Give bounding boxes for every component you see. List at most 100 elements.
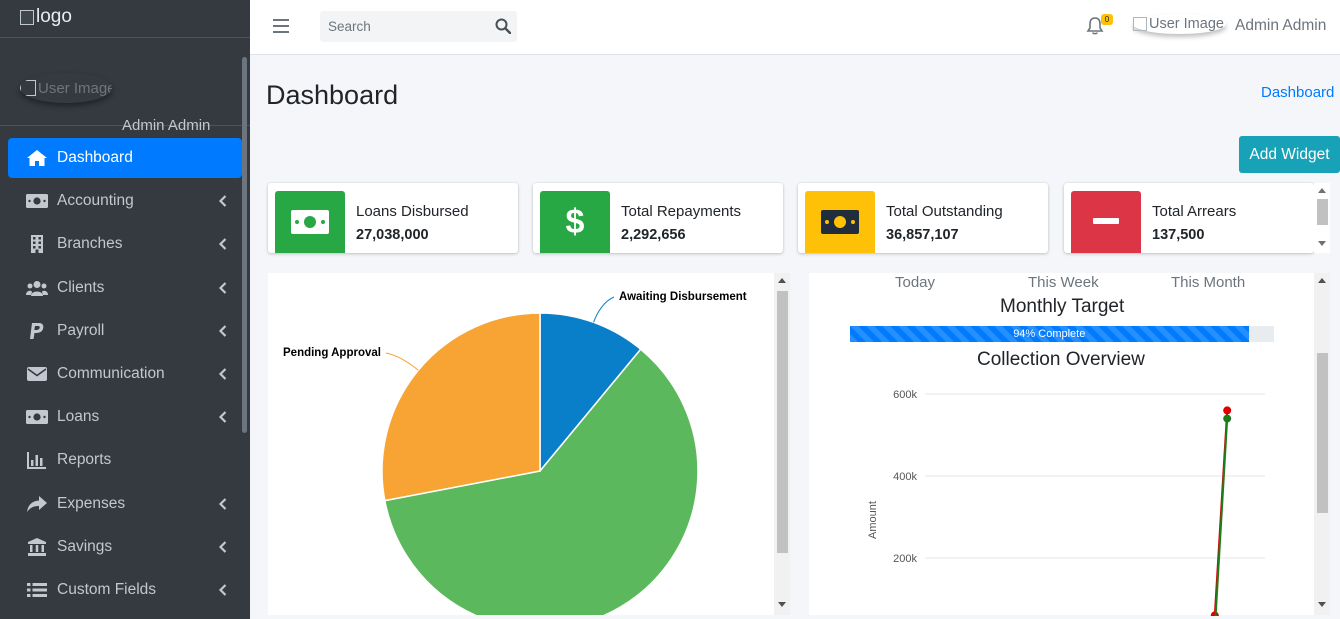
sidebar-item-accounting[interactable]: Accounting: [8, 181, 242, 221]
pie-label-awaiting-disbursement: Awaiting Disbursement: [619, 291, 747, 303]
sidebar: logo User Image Admin Admin Dashboard Acc…: [0, 0, 250, 619]
chevron-left-icon: [218, 237, 228, 251]
sidebar-item-branches[interactable]: Branches: [8, 224, 242, 264]
collection-overview-line-chart: 600k 400k 200k Amount: [867, 390, 1265, 616]
chevron-left-icon: [218, 367, 228, 381]
pie-panel-scrollbar[interactable]: [774, 273, 790, 615]
pie-connector-awaiting: [593, 296, 615, 323]
tab-today[interactable]: Today: [895, 274, 936, 291]
header-user-image[interactable]: User Image: [1133, 14, 1226, 34]
header-user-name[interactable]: Admin Admin: [1235, 17, 1327, 34]
logo-alt-text: logo: [36, 6, 72, 27]
sidebar-item-payroll[interactable]: Payroll: [8, 311, 242, 351]
line-series-1: [1214, 418, 1229, 616]
broken-image-icon: [1133, 17, 1147, 31]
sidebar-item-dashboard[interactable]: Dashboard: [8, 138, 242, 178]
sidebar-nav: Dashboard Accounting Branches Clients Payrol…: [8, 138, 242, 613]
collection-panel-scrollbar[interactable]: [1314, 273, 1330, 615]
stat-card-total-arrears: Total Arrears 137,500: [1064, 183, 1314, 253]
logo[interactable]: logo: [20, 6, 72, 28]
line-series-0: [1212, 410, 1229, 616]
sidebar-item-label: Clients: [57, 278, 105, 296]
broken-image-icon: [20, 80, 36, 96]
sidebar-item-savings[interactable]: Savings: [8, 527, 242, 567]
sidebar-item-label: Loans: [57, 408, 100, 426]
money-bill-icon: [26, 192, 48, 210]
chevron-left-icon: [218, 583, 228, 597]
sidebar-item-reports[interactable]: Reports: [8, 440, 242, 480]
stat-label: Total Outstanding: [886, 203, 1003, 220]
sidebar-item-custom-fields[interactable]: Custom Fields: [8, 570, 242, 610]
money-bill-icon: [26, 408, 48, 426]
minus-icon: [1071, 191, 1141, 253]
line-point[interactable]: [1223, 406, 1232, 415]
sidebar-item-label: Accounting: [57, 192, 134, 210]
share-icon: [26, 495, 48, 513]
period-tabs: Today This Week This Month: [809, 274, 1314, 294]
top-navbar: 0 User Image Admin Admin: [250, 0, 1340, 55]
user-panel: User Image Admin Admin: [0, 38, 250, 134]
chevron-left-icon: [218, 281, 228, 295]
pie-label-pending-approval: Pending Approval: [283, 347, 381, 359]
collection-overview-title: Collection Overview: [977, 349, 1145, 370]
tab-this-week[interactable]: This Week: [1028, 274, 1099, 291]
line-point[interactable]: [1223, 414, 1232, 423]
paypal-icon: [26, 322, 48, 340]
stat-card-total-repayments: $ Total Repayments 2,292,656: [533, 183, 783, 253]
y-tick-label: 600k: [893, 390, 917, 401]
sidebar-scrollbar[interactable]: [242, 57, 247, 433]
list-icon: [26, 581, 48, 599]
stat-label: Total Arrears: [1152, 203, 1237, 220]
stat-value: 2,292,656: [621, 227, 686, 243]
money-bill-icon: [805, 191, 875, 253]
hamburger-menu-icon[interactable]: [273, 19, 289, 33]
sidebar-item-communication[interactable]: Communication: [8, 354, 242, 394]
y-axis-label: Amount: [867, 501, 879, 539]
y-tick-label: 400k: [893, 471, 917, 483]
breadcrumb[interactable]: Dashboard: [1261, 84, 1335, 101]
stat-card-total-outstanding: Total Outstanding 36,857,107: [798, 183, 1048, 253]
chevron-left-icon: [218, 194, 228, 208]
search-input[interactable]: [320, 11, 490, 42]
pie-slice-0[interactable]: [539, 312, 642, 474]
money-bill-icon: [275, 191, 345, 253]
envelope-icon: [26, 365, 48, 383]
bell-icon[interactable]: [1086, 16, 1104, 36]
monthly-target-title: Monthly Target: [1000, 296, 1125, 317]
broken-image-icon: [20, 9, 34, 25]
stat-value: 137,500: [1152, 227, 1205, 243]
sidebar-item-clients[interactable]: Clients: [8, 268, 242, 308]
avatar-alt-text: User Image: [38, 79, 112, 97]
sidebar-item-label: Dashboard: [57, 149, 133, 166]
sidebar-item-label: Savings: [57, 537, 113, 555]
sidebar-user-name[interactable]: Admin Admin: [122, 117, 211, 134]
building-icon: [26, 235, 48, 254]
sidebar-item-loans[interactable]: Loans: [8, 397, 242, 437]
chevron-left-icon: [218, 324, 228, 338]
stats-scrollbar[interactable]: [1314, 183, 1330, 253]
sidebar-item-label: Custom Fields: [57, 580, 157, 598]
pie-slice-2[interactable]: [381, 312, 541, 502]
monthly-target-progress: 94% Complete: [850, 326, 1274, 342]
sidebar-item-label: Payroll: [57, 321, 105, 339]
svg-text:$: $: [566, 205, 585, 239]
stat-value: 27,038,000: [356, 227, 429, 243]
chevron-left-icon: [218, 540, 228, 554]
add-widget-button[interactable]: Add Widget: [1239, 136, 1340, 173]
home-icon: [26, 149, 48, 167]
chart-bar-icon: [26, 451, 48, 470]
brand[interactable]: logo: [0, 0, 250, 38]
dollar-icon: $: [540, 191, 610, 253]
avatar[interactable]: User Image: [20, 73, 112, 103]
stat-label: Total Repayments: [621, 203, 742, 220]
stat-value: 36,857,107: [886, 227, 959, 243]
stat-label: Loans Disbursed: [356, 203, 469, 220]
search-icon[interactable]: [495, 18, 511, 34]
chevron-left-icon: [218, 497, 228, 511]
tab-this-month[interactable]: This Month: [1171, 274, 1246, 291]
users-icon: [26, 279, 48, 297]
sidebar-item-label: Reports: [57, 451, 112, 469]
notification-badge: 0: [1101, 14, 1113, 25]
sidebar-item-expenses[interactable]: Expenses: [8, 484, 242, 524]
pie-slice-1[interactable]: [383, 348, 699, 615]
